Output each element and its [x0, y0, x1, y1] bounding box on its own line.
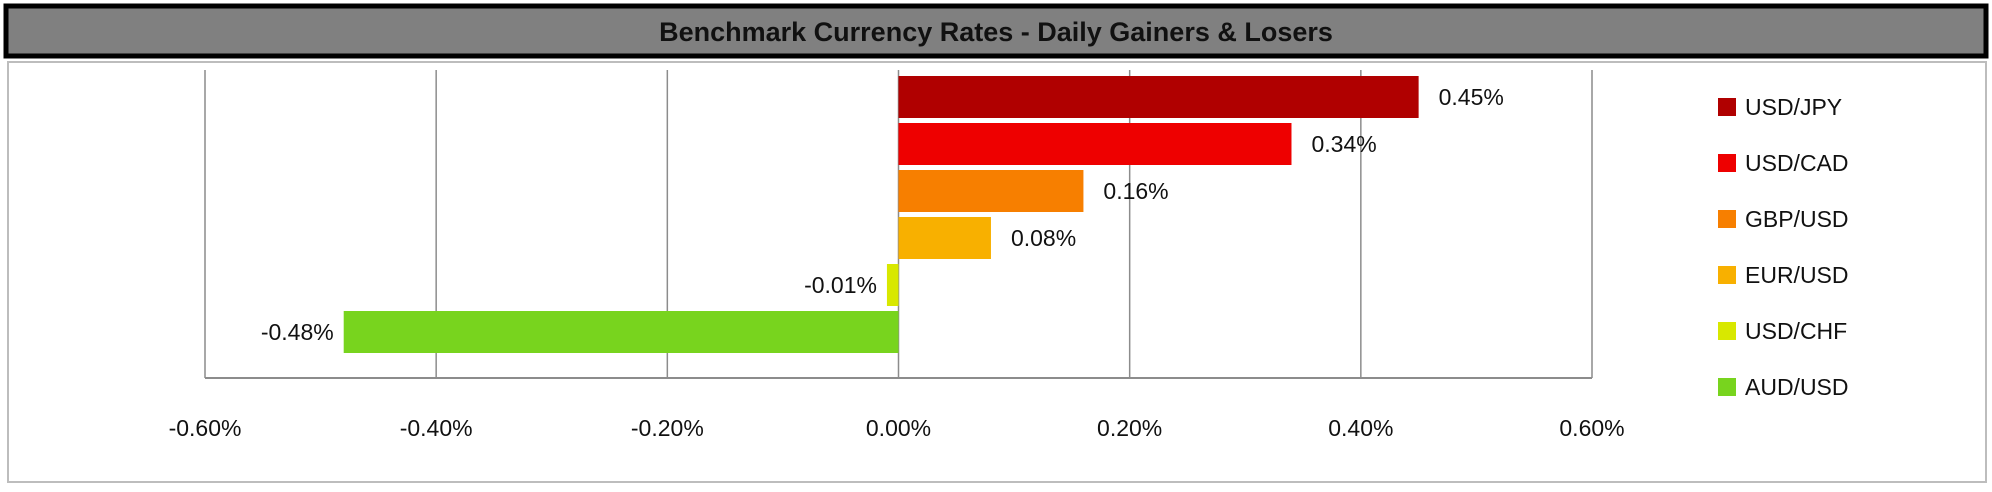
- legend-swatch: [1718, 378, 1736, 396]
- x-tick-label: 0.20%: [1097, 415, 1162, 441]
- x-tick-label: -0.40%: [400, 415, 473, 441]
- legend-swatch: [1718, 322, 1736, 340]
- bar-eur-usd: [898, 217, 991, 259]
- legend-entry: USD/JPY: [1745, 94, 1842, 120]
- legend-swatch: [1718, 98, 1736, 116]
- legend-entry: USD/CAD: [1745, 150, 1849, 176]
- legend-entry: USD/CHF: [1745, 318, 1847, 344]
- x-tick-label: 0.00%: [866, 415, 931, 441]
- legend-entry: AUD/USD: [1745, 374, 1849, 400]
- bar-usd-jpy: [898, 76, 1419, 118]
- data-label: -0.48%: [261, 319, 334, 345]
- bar-aud-usd: [343, 311, 899, 353]
- title-bar: [3, 3, 1989, 59]
- bar-gbp-usd: [898, 170, 1084, 212]
- chart-title: Benchmark Currency Rates - Daily Gainers…: [659, 17, 1333, 47]
- data-label: 0.34%: [1311, 131, 1376, 157]
- x-tick-label: -0.20%: [631, 415, 704, 441]
- data-label: 0.08%: [1011, 225, 1076, 251]
- x-tick-label: -0.60%: [169, 415, 242, 441]
- x-tick-label: 0.60%: [1559, 415, 1624, 441]
- legend-swatch: [1718, 266, 1736, 284]
- bar-usd-chf: [886, 264, 899, 306]
- data-label: 0.16%: [1103, 178, 1168, 204]
- legend-entry: GBP/USD: [1745, 206, 1849, 232]
- legend-swatch: [1718, 210, 1736, 228]
- legend-swatch: [1718, 154, 1736, 172]
- legend-entry: EUR/USD: [1745, 262, 1849, 288]
- data-label: -0.01%: [804, 272, 877, 298]
- x-tick-label: 0.40%: [1328, 415, 1393, 441]
- bar-usd-cad: [898, 123, 1292, 165]
- data-label: 0.45%: [1439, 84, 1504, 110]
